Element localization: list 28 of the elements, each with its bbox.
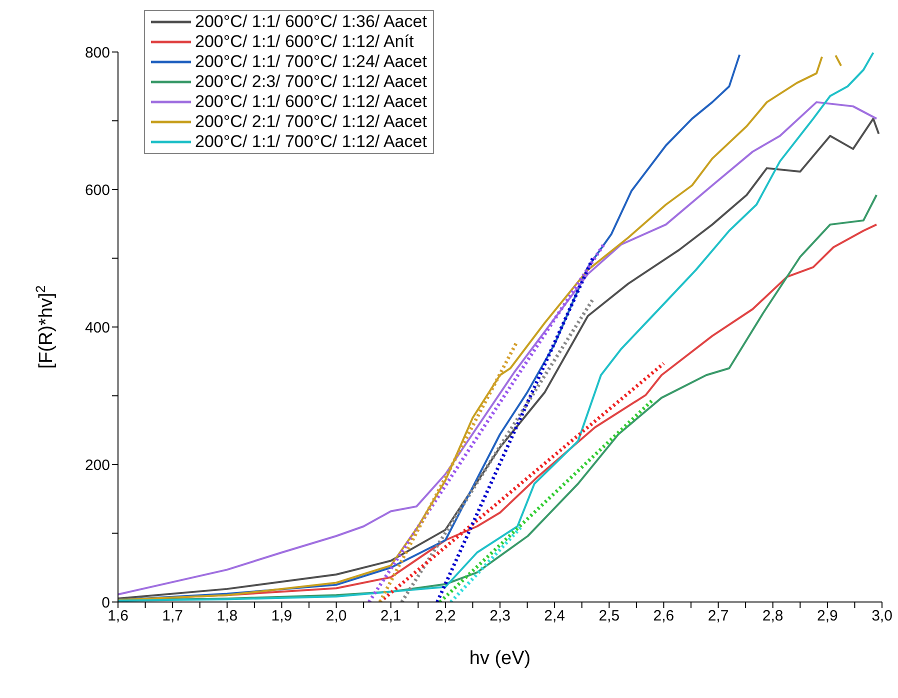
x-tick-label: 2,9 <box>817 608 838 625</box>
x-tick-label: 1,6 <box>108 608 128 625</box>
x-tick-label: 2,5 <box>598 608 620 625</box>
x-tick-label: 2,8 <box>762 608 784 625</box>
legend-label: 200°C/ 1:1/ 600°C/ 1:36/ Aacet <box>195 12 427 32</box>
y-tick-label: 800 <box>84 44 110 62</box>
legend-label: 200°C/ 2:3/ 700°C/ 1:12/ Aacet <box>195 72 427 92</box>
legend-label: 200°C/ 1:1/ 700°C/ 1:12/ Aacet <box>195 132 427 152</box>
x-axis-title: hv (eV) <box>469 648 531 669</box>
x-tick-label: 2,7 <box>708 608 729 625</box>
y-tick-label: 600 <box>84 182 110 199</box>
x-tick-label: 3,0 <box>872 608 892 625</box>
x-tick-label: 2,4 <box>544 608 565 625</box>
legend-label: 200°C/ 2:1/ 700°C/ 1:12/ Aacet <box>195 112 427 132</box>
y-tick-label: 400 <box>84 319 110 336</box>
x-tick-label: 2,6 <box>653 608 674 625</box>
x-tick-label: 2,2 <box>435 608 456 625</box>
legend-label: 200°C/ 1:1/ 600°C/ 1:12/ Aacet <box>195 92 427 112</box>
x-tick-label: 2,1 <box>380 608 402 625</box>
y-tick-label: 200 <box>84 456 110 474</box>
x-tick-label: 1,7 <box>162 608 183 625</box>
legend-label: 200°C/ 1:1/ 600°C/ 1:12/ Anít <box>195 32 414 52</box>
x-tick-label: 1,9 <box>271 608 292 625</box>
y-tick-label: 0 <box>102 594 110 612</box>
x-tick-label: 1,8 <box>216 608 238 625</box>
x-tick-label: 2,0 <box>326 608 347 625</box>
legend-label: 200°C/ 1:1/ 700°C/ 1:24/ Aacet <box>195 52 427 72</box>
x-tick-label: 2,3 <box>490 608 510 625</box>
